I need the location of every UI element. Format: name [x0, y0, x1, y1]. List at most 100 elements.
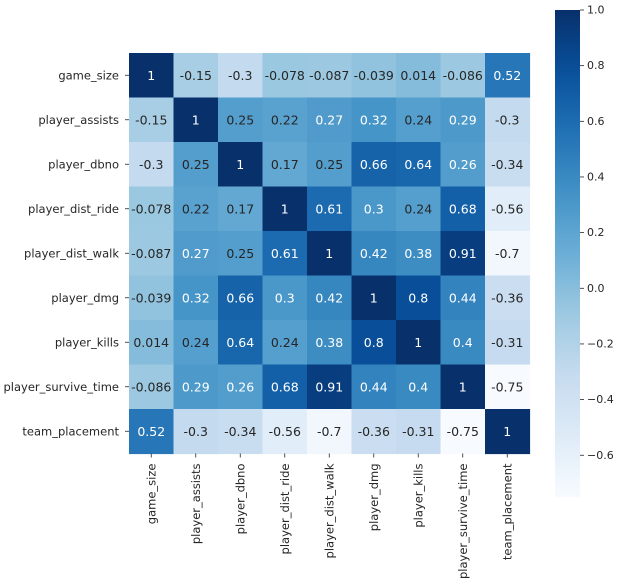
heatmap-cell-player_assists-player_dist_ride	[262, 97, 308, 143]
heatmap-cell-player_kills-player_assists	[173, 320, 219, 366]
heatmap-cell-value: 0.22	[182, 201, 210, 216]
colorbar-tick-label: 0.6	[587, 115, 605, 128]
heatmap-cell-player_kills-player_survive_time	[440, 320, 486, 366]
heatmap-cell-team_placement-team_placement	[485, 409, 531, 455]
heatmap-cell-player_assists-player_dist_walk	[307, 97, 353, 143]
heatmap-cell-player_dist_walk-player_survive_time	[440, 231, 486, 277]
heatmap-cell-game_size-player_assists	[173, 53, 219, 99]
x-tick-label-player_dist_ride: player_dist_ride	[278, 464, 292, 555]
heatmap-cell-player_dmg-player_dbno	[218, 275, 264, 321]
heatmap-cell-player_dbno-player_survive_time	[440, 142, 486, 188]
heatmap-cell-value: -0.75	[491, 379, 523, 394]
heatmap-cell-player_dist_ride-player_dmg	[351, 186, 397, 232]
x-tick-label-player_assists: player_assists	[189, 463, 203, 544]
heatmap-cell-value: -0.7	[495, 246, 519, 261]
heatmap-cell-player_dist_walk-player_dist_ride	[262, 231, 308, 277]
heatmap-cell-player_dmg-team_placement	[485, 275, 531, 321]
x-tick-label-player_dist_walk: player_dist_walk	[322, 463, 336, 558]
heatmap-cell-player_dist_ride-player_dbno	[218, 186, 264, 232]
heatmap-cell-player_kills-player_kills	[396, 320, 442, 366]
heatmap-cell-value: -0.078	[131, 201, 171, 216]
heatmap-cell-player_dbno-player_dist_walk	[307, 142, 353, 188]
heatmap-cell-game_size-player_dist_walk	[307, 53, 353, 99]
heatmap-cell-player_assists-player_dmg	[351, 97, 397, 143]
heatmap-cell-value: -0.086	[131, 379, 171, 394]
heatmap-cell-player_survive_time-player_dmg	[351, 364, 397, 410]
heatmap-cell-value: 0.38	[404, 246, 432, 261]
heatmap-cell-player_dbno-player_assists	[173, 142, 219, 188]
heatmap-cell-value: -0.31	[491, 335, 523, 350]
heatmap-cell-value: -0.3	[139, 157, 163, 172]
y-tick-label-player_dist_walk: player_dist_walk	[24, 246, 119, 260]
colorbar-tick-label: 0.4	[587, 170, 605, 183]
heatmap-cell-value: 0.61	[271, 246, 299, 261]
heatmap-cell-value: 1	[192, 112, 200, 127]
y-tick-label-player_dbno: player_dbno	[48, 157, 119, 171]
heatmap-cell-value: 0.42	[315, 290, 343, 305]
heatmap-cell-value: 0.68	[271, 379, 299, 394]
heatmap-cell-game_size-player_survive_time	[440, 53, 486, 99]
colorbar: 1.0 0.8 0.6 0.4 0.2 0.0 −0.2 −0.4 −0.6	[555, 4, 614, 497]
heatmap-cell-value: -0.56	[491, 201, 523, 216]
heatmap-cell-player_survive_time-player_kills	[396, 364, 442, 410]
heatmap-cell-value: -0.15	[135, 112, 167, 127]
colorbar-tick-label: −0.4	[587, 393, 614, 406]
heatmap-cell-labels: 1 -0.15 -0.3 -0.078 -0.087 -0.039 0.014 -0.086 0…	[131, 68, 523, 439]
heatmap-cell-player_dist_ride-player_kills	[396, 186, 442, 232]
heatmap-cell-player_survive_time-team_placement	[485, 364, 531, 410]
heatmap-cell-player_kills-player_dbno	[218, 320, 264, 366]
heatmap-cell-player_dbno-player_kills	[396, 142, 442, 188]
heatmap-cell-value: 0.42	[360, 246, 388, 261]
heatmap-cell-value: 0.26	[226, 379, 254, 394]
heatmap-cell-player_assists-player_survive_time	[440, 97, 486, 143]
heatmap-cell-player_assists-team_placement	[485, 97, 531, 143]
heatmap-cell-player_dbno-player_dbno	[218, 142, 264, 188]
y-tick-label-player_survive_time: player_survive_time	[3, 380, 119, 394]
heatmap-cell-player_dist_walk-player_assists	[173, 231, 219, 277]
heatmap-cell-value: 0.32	[360, 112, 388, 127]
heatmap-cell-player_survive_time-game_size	[129, 364, 175, 410]
x-tick-label-player_survive_time: player_survive_time	[456, 464, 470, 580]
heatmap-cell-player_dbno-game_size	[129, 142, 175, 188]
heatmap-cell-value: -0.34	[491, 157, 523, 172]
heatmap-cell-value: 1	[503, 424, 511, 439]
x-tick-label-player_dmg: player_dmg	[367, 464, 381, 532]
heatmap-cell-player_assists-player_assists	[173, 97, 219, 143]
heatmap-cell-player_dmg-game_size	[129, 275, 175, 321]
heatmap-cell-value: 0.22	[271, 112, 299, 127]
heatmap-cell-value: 1	[147, 68, 155, 83]
heatmap-cell-player_dist_ride-game_size	[129, 186, 175, 232]
heatmap-cell-player_dmg-player_kills	[396, 275, 442, 321]
colorbar-tick-label: −0.6	[587, 449, 614, 462]
heatmap-cell-value: 0.91	[315, 379, 343, 394]
heatmap-cell-player_dist_ride-player_dist_ride	[262, 186, 308, 232]
heatmap-cell-value: 0.29	[449, 112, 477, 127]
heatmap-cell-value: 0.24	[271, 335, 299, 350]
heatmap-cell-value: 0.24	[404, 112, 432, 127]
heatmap-cell-value: 0.8	[408, 290, 428, 305]
heatmap-cell-value: 0.17	[271, 157, 299, 172]
heatmap-cell-player_dbno-player_dmg	[351, 142, 397, 188]
heatmap-cell-value: 0.24	[404, 201, 432, 216]
heatmap-cell-player_kills-team_placement	[485, 320, 531, 366]
heatmap-cell-value: 0.52	[137, 424, 165, 439]
heatmap-cell-game_size-player_dmg	[351, 53, 397, 99]
heatmap-cell-value: 1	[325, 246, 333, 261]
heatmap-cell-game_size-game_size	[129, 53, 175, 99]
heatmap-cell-player_dmg-player_dmg	[351, 275, 397, 321]
heatmap-cell-team_placement-player_dmg	[351, 409, 397, 455]
x-tick-label-team_placement: team_placement	[500, 463, 514, 560]
heatmap-cell-value: 0.44	[360, 379, 388, 394]
y-tick-label-player_dist_ride: player_dist_ride	[28, 202, 119, 216]
heatmap-cell-value: 0.44	[449, 290, 477, 305]
heatmap-cell-player_dist_ride-player_dist_walk	[307, 186, 353, 232]
colorbar-tick-label: −0.2	[587, 337, 614, 350]
heatmap-cell-value: -0.75	[447, 424, 479, 439]
heatmap-cell-player_survive_time-player_dbno	[218, 364, 264, 410]
heatmap-cell-value: 0.4	[408, 379, 428, 394]
heatmap-cell-value: 0.25	[226, 246, 254, 261]
heatmap-cell-value: -0.56	[269, 424, 301, 439]
heatmap-cell-value: -0.34	[224, 424, 256, 439]
x-tick-label-player_kills: player_kills	[411, 463, 425, 527]
